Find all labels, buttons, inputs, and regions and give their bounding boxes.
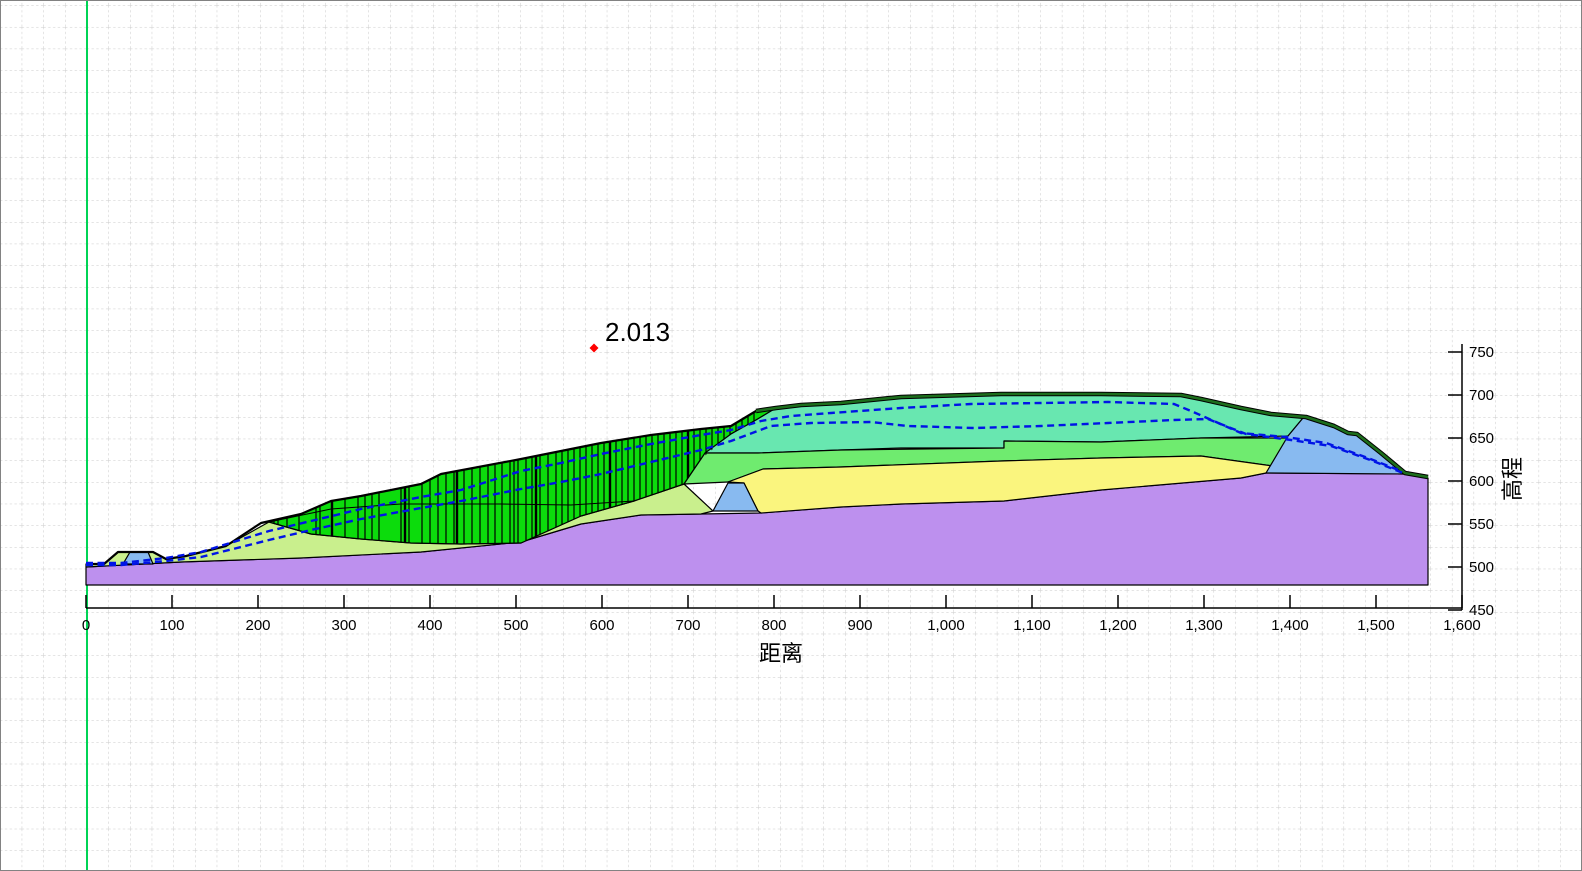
factor-of-safety-label: 2.013 — [605, 317, 670, 347]
x-tick-label: 500 — [503, 617, 528, 634]
x-tick-label: 1,200 — [1099, 617, 1137, 634]
y-axis: 750 700 650 600 550 500 450 — [1448, 344, 1494, 619]
y-tick-label: 500 — [1469, 559, 1494, 576]
y-tick-label: 550 — [1469, 516, 1494, 533]
x-axis: 0 100 200 300 400 500 600 700 800 900 1,000 1,100 1,… — [82, 595, 1481, 634]
y-tick-label: 450 — [1469, 602, 1494, 619]
x-tick-label: 1,600 — [1443, 617, 1481, 634]
x-tick-label: 700 — [675, 617, 700, 634]
piezometric-lines — [86, 400, 1404, 567]
x-tick-label: 600 — [589, 617, 614, 634]
slip-center-marker — [589, 343, 599, 353]
x-tick-label: 1,000 — [927, 617, 965, 634]
layer-mid-berm — [712, 482, 759, 512]
factor-of-safety: 2.013 — [589, 317, 670, 353]
x-tick-label: 100 — [159, 617, 184, 634]
x-tick-label: 1,400 — [1271, 617, 1309, 634]
x-tick-label: 1,500 — [1357, 617, 1395, 634]
y-tick-label: 750 — [1469, 344, 1494, 361]
layer-yellow-layer — [727, 455, 1274, 514]
y-tick-label: 600 — [1469, 473, 1494, 490]
x-tick-label: 300 — [331, 617, 356, 634]
x-tick-label: 400 — [417, 617, 442, 634]
surface-outline — [86, 391, 1429, 566]
y-tick-label: 650 — [1469, 430, 1494, 447]
x-tick-label: 0 — [82, 617, 90, 634]
x-tick-label: 1,100 — [1013, 617, 1051, 634]
internal-boundary-line — [268, 500, 635, 523]
x-tick-label: 1,300 — [1185, 617, 1223, 634]
piezometric-line-2 — [86, 417, 1404, 567]
x-tick-label: 900 — [847, 617, 872, 634]
x-tick-label: 800 — [761, 617, 786, 634]
y-tick-label: 700 — [1469, 387, 1494, 404]
y-axis-title: 高程 — [1500, 457, 1525, 501]
x-tick-label: 200 — [245, 617, 270, 634]
x-axis-title: 距离 — [759, 641, 803, 666]
ground-surface-green-cap — [755, 392, 1429, 479]
piezometric-line-1 — [86, 400, 1402, 565]
